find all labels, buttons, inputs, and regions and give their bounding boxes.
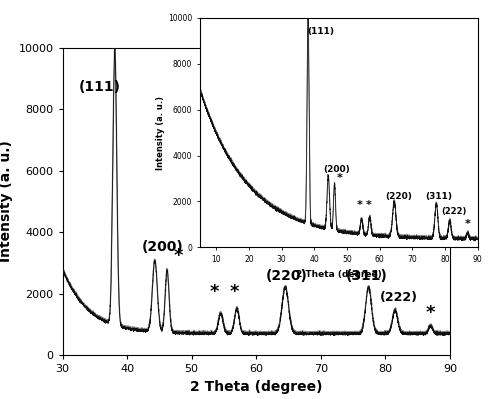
Y-axis label: Intensity (a. u.): Intensity (a. u.) [0, 140, 13, 263]
Text: *: * [464, 219, 470, 229]
Text: (222): (222) [442, 207, 467, 216]
Text: (220): (220) [266, 269, 308, 283]
X-axis label: 2 Theta (degree): 2 Theta (degree) [296, 270, 382, 279]
Text: (111): (111) [308, 27, 334, 36]
Text: (311): (311) [346, 269, 387, 283]
Text: *: * [366, 200, 372, 210]
Text: *: * [174, 247, 183, 265]
X-axis label: 2 Theta (degree): 2 Theta (degree) [190, 380, 322, 394]
Text: *: * [229, 283, 238, 301]
Text: *: * [356, 200, 362, 210]
Text: (311): (311) [426, 192, 452, 201]
Y-axis label: Intensity (a. u.): Intensity (a. u.) [156, 96, 166, 170]
Text: *: * [210, 283, 219, 301]
Text: (200): (200) [324, 165, 350, 174]
Text: (220): (220) [386, 192, 412, 201]
Text: (111): (111) [78, 80, 120, 94]
Text: (222): (222) [380, 291, 418, 304]
Text: *: * [336, 173, 342, 183]
Text: *: * [426, 304, 435, 322]
Text: (200): (200) [142, 240, 183, 254]
